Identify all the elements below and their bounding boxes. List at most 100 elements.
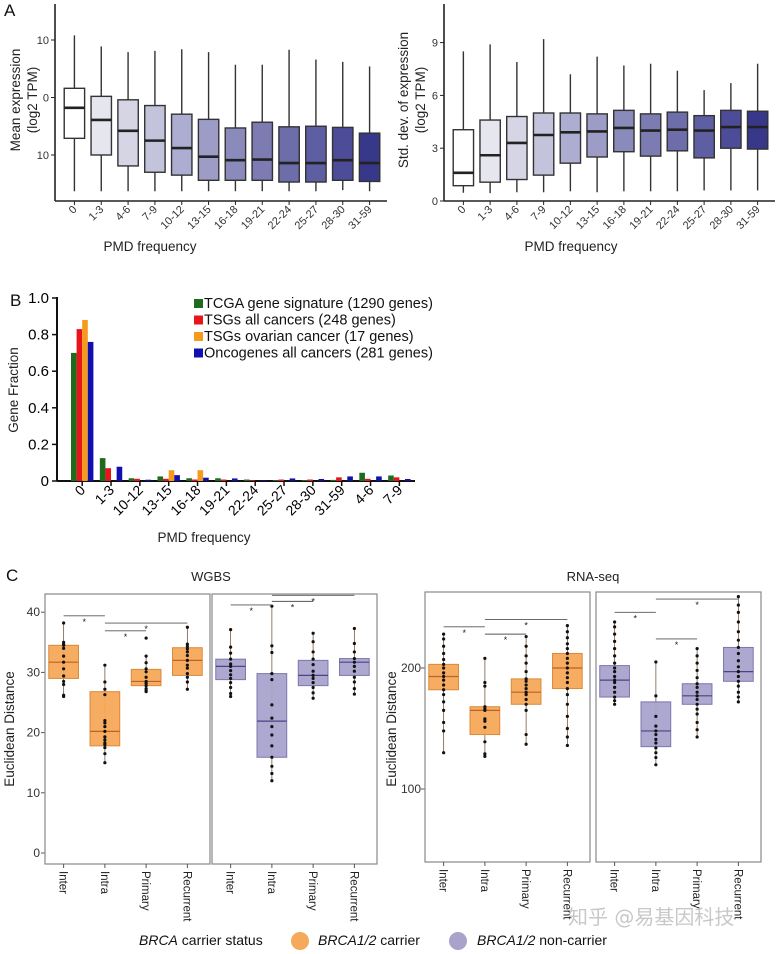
y-tick-label: 200 [401,661,421,675]
data-point [442,751,446,755]
x-tick-label: 7-9 [529,204,549,224]
data-point [695,712,699,716]
bar [71,352,77,481]
x-tick-label: 31-59 [346,204,374,232]
x-tick-label: 22-24 [266,204,294,232]
data-point [103,718,107,723]
box [278,126,300,183]
significance-star: * [675,640,679,650]
data-point [103,724,107,729]
x-tick-label: 1-3 [87,204,107,224]
data-point [144,687,148,691]
data-point [654,732,658,737]
x-axis-title: PMD frequency [524,239,617,254]
data-point [613,639,617,643]
bar [203,477,209,481]
data-point [270,703,274,707]
data-point [442,637,446,641]
bar [347,476,353,481]
data-point [229,685,233,690]
data-point [695,647,699,651]
data-point [524,742,528,746]
data-point [311,685,315,690]
legend-label: TSGs ovarian cancer (17 genes) [204,329,414,345]
box [666,111,689,152]
y-axis-title-line1: Mean expression [8,49,23,152]
y-tick-label: 0 [33,846,40,860]
data-point [62,667,66,671]
data-point [695,676,699,680]
facet-frame [595,591,762,863]
data-point [352,664,356,668]
box [559,112,582,164]
data-point [62,660,66,664]
bar [157,476,164,481]
significance-star: * [695,600,699,610]
data-point [565,686,569,691]
bar [128,478,135,481]
data-point [103,729,107,733]
data-point [736,630,740,634]
significance-star: * [249,606,253,616]
data-point [483,717,487,721]
data-point [442,657,446,662]
data-point [695,690,699,694]
bar [249,480,256,481]
data-point [144,654,148,658]
x-axis-title: PMD frequency [103,239,196,254]
data-point [185,644,189,649]
x-tick-label: Recurrent [731,869,743,920]
data-point [524,697,528,702]
data-point [442,693,446,697]
data-point [185,675,189,679]
data-point [695,682,699,686]
data-point [270,764,274,768]
data-point [524,644,528,648]
data-point [736,651,740,656]
x-tick-label: 25-27 [681,204,709,232]
data-point [185,650,189,654]
box [746,110,769,150]
data-point [103,738,107,742]
data-point [311,650,315,654]
data-point [352,692,356,696]
data-point [483,752,487,756]
panel-letter-a: A [4,1,16,20]
box [63,87,86,140]
y-tick-label: 0 [43,93,49,105]
x-tick-label: 16-18 [167,482,204,519]
data-point [483,725,487,729]
data-point [311,691,315,695]
data-point [185,658,189,662]
data-point [311,657,315,661]
data-point [442,662,446,666]
data-point [613,632,617,636]
data-point [103,693,107,697]
data-point [565,671,569,675]
box [639,113,662,157]
legend-title: BRCA carrier status [139,932,263,948]
bar [289,478,296,481]
bar [168,470,175,481]
y-tick-label: 100 [401,782,421,796]
data-point [565,735,569,739]
data-point [524,690,528,694]
chart-euclidean-distance: WGBS RNA-seq Euclidean Distance Euclidea… [2,569,762,922]
data-point [185,625,189,629]
y-tick-label: 40 [27,605,41,619]
bar [87,341,94,481]
data-point [103,761,107,765]
y-tick-label: 30 [27,665,41,679]
x-tick-label: 4-6 [113,204,133,224]
data-point [103,746,107,750]
y-tick-label: 0.4 [28,400,49,417]
data-point [483,754,487,758]
bar [220,479,227,481]
significance-star: * [524,621,528,631]
data-point [352,680,356,684]
data-point [736,679,740,683]
legend-item-carrier: BRCA1/2 carrier [318,932,420,948]
x-tick-label: 16-18 [212,204,240,232]
data-point [565,666,569,670]
bar [359,472,365,481]
